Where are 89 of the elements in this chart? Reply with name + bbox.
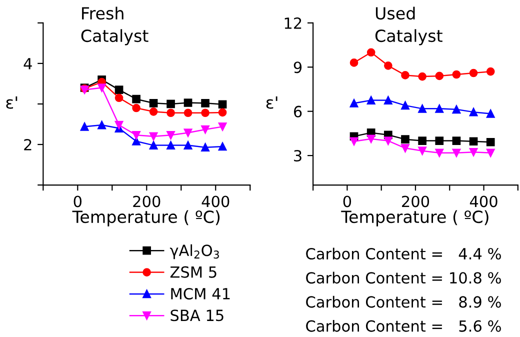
point bbox=[98, 84, 106, 92]
point bbox=[184, 128, 192, 137]
point bbox=[452, 136, 461, 145]
point bbox=[435, 148, 444, 158]
point bbox=[166, 141, 175, 150]
point bbox=[201, 143, 210, 152]
point bbox=[201, 98, 210, 108]
text: Carbon Content = 10.8 % bbox=[306, 272, 501, 284]
point bbox=[218, 100, 227, 109]
point bbox=[401, 144, 410, 152]
point bbox=[114, 86, 124, 94]
point bbox=[350, 137, 358, 146]
legend-label: γAl$_{2}$O$_{3}$ bbox=[170, 244, 219, 260]
point bbox=[469, 148, 478, 156]
point bbox=[486, 148, 495, 158]
point bbox=[218, 108, 227, 117]
x-tick-label: 0 bbox=[74, 196, 82, 208]
point bbox=[132, 104, 140, 112]
y-axis-title: ε' bbox=[266, 96, 278, 109]
point bbox=[80, 122, 89, 131]
point bbox=[366, 96, 376, 104]
x-tick-label: 0 bbox=[343, 196, 352, 208]
chart-title: Used Catalyst bbox=[375, 6, 442, 46]
point bbox=[132, 131, 140, 140]
point bbox=[184, 98, 192, 107]
y-tick-label: 4 bbox=[24, 58, 32, 70]
point bbox=[149, 107, 158, 116]
y-tick-label: 2 bbox=[24, 138, 32, 150]
legend-label: SBA 15 bbox=[170, 310, 224, 322]
point bbox=[418, 146, 426, 155]
point bbox=[469, 68, 478, 78]
y-tick-label: 9 bbox=[294, 62, 302, 74]
point bbox=[201, 125, 210, 134]
point bbox=[469, 137, 478, 146]
point bbox=[149, 98, 158, 108]
y-tick-label: 3 bbox=[294, 150, 302, 162]
point bbox=[452, 148, 461, 158]
point bbox=[366, 134, 376, 144]
point bbox=[469, 108, 478, 116]
point bbox=[452, 70, 461, 79]
point bbox=[166, 131, 175, 140]
point bbox=[401, 135, 410, 144]
text: Carbon Content = 4.4 % bbox=[306, 248, 501, 260]
point bbox=[384, 96, 392, 104]
x-tick-label: 400 bbox=[470, 196, 498, 208]
point bbox=[184, 141, 192, 150]
x-axis-title: Temperature ( ºC) bbox=[72, 210, 220, 226]
point bbox=[418, 104, 426, 113]
point bbox=[435, 136, 444, 145]
point bbox=[218, 122, 227, 131]
x-tick-label: 400 bbox=[202, 196, 230, 208]
point bbox=[401, 101, 410, 110]
point bbox=[132, 94, 140, 104]
point bbox=[184, 108, 192, 118]
point bbox=[114, 120, 124, 130]
point bbox=[486, 138, 495, 146]
point bbox=[350, 58, 358, 67]
point bbox=[132, 137, 140, 146]
y-axis-title: ε' bbox=[6, 96, 18, 109]
x-tick-label: 200 bbox=[133, 196, 160, 208]
point bbox=[366, 48, 376, 57]
y-tick-label: 6 bbox=[294, 106, 302, 118]
point bbox=[149, 141, 158, 150]
x-tick-label: 200 bbox=[402, 196, 430, 208]
point bbox=[401, 71, 410, 80]
text: Carbon Content = 8.9 % bbox=[306, 296, 501, 308]
point bbox=[435, 72, 444, 80]
chart-title: Fresh Catalyst bbox=[81, 6, 148, 46]
point bbox=[384, 61, 392, 70]
point bbox=[418, 72, 426, 81]
point bbox=[114, 94, 124, 102]
y-tick-label: 12 bbox=[284, 17, 302, 29]
point bbox=[486, 110, 495, 118]
text: Carbon Content = 5.6 % bbox=[306, 320, 501, 332]
legend-label: MCM 41 bbox=[171, 288, 230, 300]
point bbox=[149, 132, 158, 141]
point bbox=[98, 120, 106, 130]
point bbox=[166, 100, 175, 108]
point bbox=[218, 142, 227, 151]
point bbox=[384, 136, 392, 145]
point bbox=[486, 67, 495, 76]
point bbox=[201, 108, 210, 118]
point bbox=[435, 104, 444, 113]
point bbox=[418, 136, 426, 145]
point bbox=[350, 99, 358, 108]
legend-label: ZSM 5 bbox=[170, 266, 216, 278]
point bbox=[166, 108, 175, 118]
point bbox=[452, 105, 461, 114]
x-axis-title: Temperature ( ºC) bbox=[341, 210, 488, 226]
